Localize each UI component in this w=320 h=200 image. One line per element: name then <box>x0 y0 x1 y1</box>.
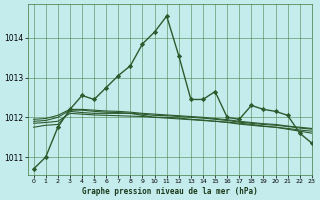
X-axis label: Graphe pression niveau de la mer (hPa): Graphe pression niveau de la mer (hPa) <box>82 187 258 196</box>
